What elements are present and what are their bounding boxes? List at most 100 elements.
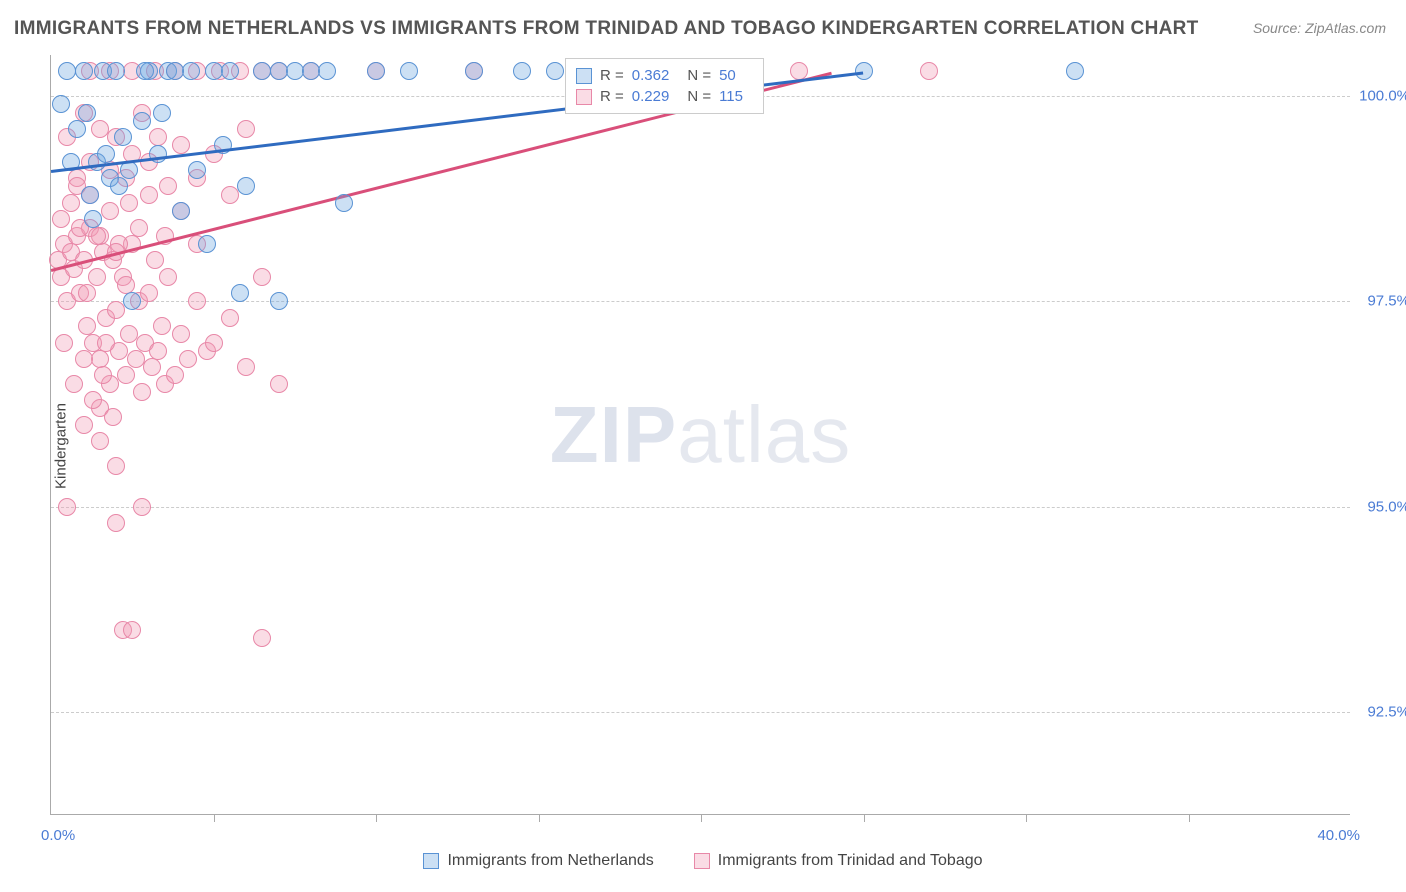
scatter-point bbox=[1066, 62, 1084, 80]
scatter-point bbox=[94, 366, 112, 384]
watermark-thin: atlas bbox=[677, 390, 851, 479]
scatter-point bbox=[143, 358, 161, 376]
scatter-point bbox=[146, 251, 164, 269]
scatter-point bbox=[166, 366, 184, 384]
scatter-point bbox=[114, 128, 132, 146]
x-tick bbox=[1026, 814, 1027, 822]
scatter-point bbox=[107, 457, 125, 475]
legend-r-value: 0.229 bbox=[632, 88, 670, 105]
x-tick bbox=[701, 814, 702, 822]
scatter-point bbox=[84, 210, 102, 228]
legend-n-label: N = bbox=[687, 67, 711, 84]
watermark-bold: ZIP bbox=[550, 390, 677, 479]
x-tick bbox=[214, 814, 215, 822]
scatter-point bbox=[513, 62, 531, 80]
gridline bbox=[51, 507, 1350, 508]
scatter-point bbox=[101, 202, 119, 220]
scatter-point bbox=[335, 194, 353, 212]
scatter-point bbox=[65, 375, 83, 393]
scatter-point bbox=[84, 391, 102, 409]
scatter-point bbox=[318, 62, 336, 80]
scatter-point bbox=[52, 95, 70, 113]
scatter-point bbox=[253, 629, 271, 647]
legend-swatch bbox=[576, 68, 592, 84]
x-tick bbox=[1189, 814, 1190, 822]
scatter-point bbox=[91, 432, 109, 450]
scatter-point bbox=[159, 268, 177, 286]
scatter-point bbox=[68, 120, 86, 138]
scatter-point bbox=[123, 621, 141, 639]
y-tick-label: 97.5% bbox=[1367, 293, 1406, 310]
scatter-point bbox=[231, 284, 249, 302]
scatter-point bbox=[221, 62, 239, 80]
scatter-point bbox=[130, 219, 148, 237]
legend-row: R = 0.362 N = 50 bbox=[576, 65, 753, 86]
scatter-point bbox=[237, 358, 255, 376]
scatter-point bbox=[52, 210, 70, 228]
scatter-point bbox=[78, 284, 96, 302]
legend-swatch bbox=[694, 853, 710, 869]
scatter-point bbox=[55, 334, 73, 352]
scatter-point bbox=[81, 186, 99, 204]
scatter-point bbox=[149, 342, 167, 360]
scatter-point bbox=[153, 317, 171, 335]
source-citation: Source: ZipAtlas.com bbox=[1253, 20, 1386, 36]
scatter-point bbox=[120, 325, 138, 343]
scatter-point bbox=[78, 104, 96, 122]
legend-r-label: R = bbox=[600, 67, 624, 84]
chart-container: IMMIGRANTS FROM NETHERLANDS VS IMMIGRANT… bbox=[0, 0, 1406, 892]
scatter-point bbox=[107, 301, 125, 319]
plot-area: ZIPatlas 92.5%95.0%97.5%100.0%0.0%40.0% bbox=[50, 55, 1350, 815]
y-tick-label: 92.5% bbox=[1367, 704, 1406, 721]
scatter-point bbox=[221, 186, 239, 204]
scatter-point bbox=[120, 194, 138, 212]
scatter-point bbox=[58, 498, 76, 516]
scatter-point bbox=[75, 62, 93, 80]
scatter-point bbox=[172, 202, 190, 220]
scatter-point bbox=[237, 120, 255, 138]
scatter-point bbox=[117, 366, 135, 384]
scatter-point bbox=[97, 334, 115, 352]
series-legend: Immigrants from Netherlands Immigrants fr… bbox=[0, 852, 1406, 870]
correlation-legend: R =0.362N =50R =0.229N =115 bbox=[565, 58, 764, 114]
x-axis-max-label: 40.0% bbox=[1317, 827, 1360, 844]
scatter-point bbox=[166, 62, 184, 80]
legend-row: R =0.229N =115 bbox=[576, 86, 753, 107]
scatter-point bbox=[91, 120, 109, 138]
x-tick bbox=[376, 814, 377, 822]
scatter-point bbox=[107, 62, 125, 80]
scatter-point bbox=[149, 128, 167, 146]
scatter-point bbox=[140, 284, 158, 302]
legend-r-label: R = bbox=[600, 88, 624, 105]
scatter-point bbox=[179, 350, 197, 368]
y-tick-label: 100.0% bbox=[1359, 88, 1406, 105]
watermark: ZIPatlas bbox=[550, 389, 851, 481]
scatter-point bbox=[88, 268, 106, 286]
scatter-point bbox=[546, 62, 564, 80]
series-legend-item: Immigrants from Trinidad and Tobago bbox=[694, 852, 983, 870]
scatter-point bbox=[172, 325, 190, 343]
scatter-point bbox=[237, 177, 255, 195]
legend-r-value: 0.362 bbox=[632, 67, 670, 84]
scatter-point bbox=[136, 62, 154, 80]
scatter-point bbox=[205, 334, 223, 352]
legend-swatch bbox=[423, 853, 439, 869]
series-name: Immigrants from Netherlands bbox=[447, 852, 653, 870]
scatter-point bbox=[97, 145, 115, 163]
legend-n-value: 115 bbox=[719, 88, 743, 105]
scatter-point bbox=[465, 62, 483, 80]
legend-swatch bbox=[576, 89, 592, 105]
scatter-point bbox=[270, 375, 288, 393]
scatter-point bbox=[88, 227, 106, 245]
scatter-point bbox=[133, 112, 151, 130]
scatter-point bbox=[78, 317, 96, 335]
scatter-point bbox=[117, 276, 135, 294]
scatter-point bbox=[920, 62, 938, 80]
scatter-point bbox=[75, 416, 93, 434]
scatter-point bbox=[159, 177, 177, 195]
scatter-point bbox=[153, 104, 171, 122]
scatter-point bbox=[107, 514, 125, 532]
gridline bbox=[51, 712, 1350, 713]
series-name: Immigrants from Trinidad and Tobago bbox=[718, 852, 983, 870]
legend-n-value: 50 bbox=[719, 67, 736, 84]
